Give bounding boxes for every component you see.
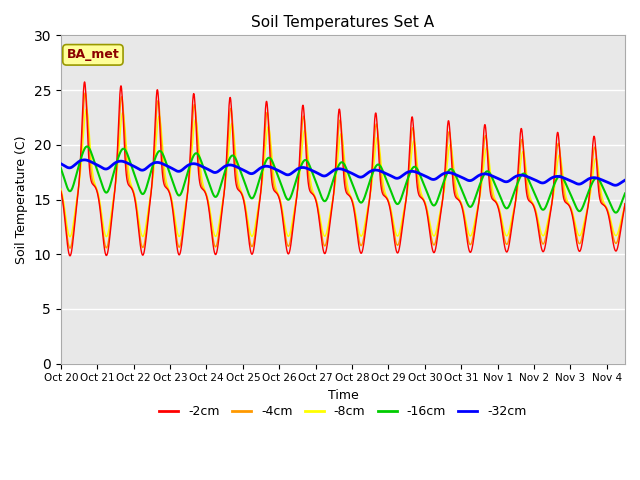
Text: BA_met: BA_met bbox=[67, 48, 119, 61]
Title: Soil Temperatures Set A: Soil Temperatures Set A bbox=[252, 15, 435, 30]
Y-axis label: Soil Temperature (C): Soil Temperature (C) bbox=[15, 135, 28, 264]
X-axis label: Time: Time bbox=[328, 389, 358, 402]
Legend: -2cm, -4cm, -8cm, -16cm, -32cm: -2cm, -4cm, -8cm, -16cm, -32cm bbox=[154, 400, 531, 423]
